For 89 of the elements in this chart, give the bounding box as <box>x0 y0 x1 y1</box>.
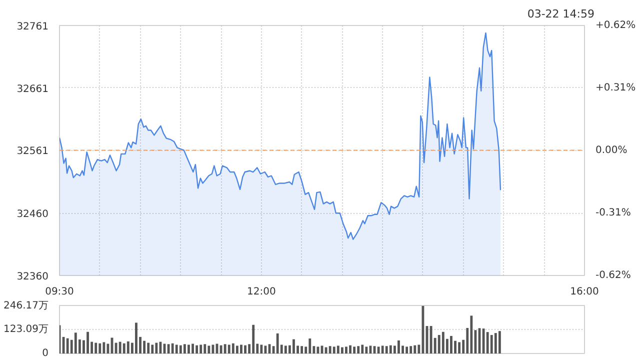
bar <box>276 333 279 354</box>
bar <box>340 347 344 354</box>
y-tick-label: 246.17万 <box>4 300 49 312</box>
bar <box>365 346 368 354</box>
y-tick-label: 32460 <box>16 209 48 220</box>
bar <box>98 343 102 354</box>
bar <box>74 332 77 354</box>
bar <box>450 336 452 354</box>
y-tick-label: 32761 <box>16 22 48 32</box>
bar <box>361 344 364 354</box>
bar <box>143 340 146 354</box>
bar <box>332 346 336 354</box>
bar <box>494 333 497 354</box>
bar <box>398 340 400 354</box>
bar <box>284 346 287 354</box>
bar <box>357 346 360 354</box>
y2-tick-label: 0.00% <box>596 145 628 156</box>
bar <box>192 344 194 354</box>
bar <box>292 339 295 354</box>
bar <box>300 346 304 354</box>
bar <box>135 322 138 354</box>
y-tick-label: 123.09万 <box>4 324 49 335</box>
bar <box>151 344 154 354</box>
bar <box>171 343 174 354</box>
bar <box>418 344 420 354</box>
bar <box>244 345 246 354</box>
bar <box>147 342 150 354</box>
bar <box>62 336 65 354</box>
bar <box>410 346 412 354</box>
bar <box>122 343 126 354</box>
bar <box>252 324 255 354</box>
bar <box>155 342 158 354</box>
bar <box>470 316 473 354</box>
bar <box>486 332 489 354</box>
bar <box>385 346 388 354</box>
bar <box>232 343 234 354</box>
bar <box>260 344 263 354</box>
bar <box>482 328 485 354</box>
bar <box>442 332 444 354</box>
y2-tick-label: +0.62% <box>596 20 636 31</box>
bar <box>430 326 432 354</box>
bar <box>200 344 202 354</box>
bar <box>490 334 493 354</box>
bar <box>406 346 408 354</box>
bar <box>377 346 380 354</box>
bar <box>389 345 392 354</box>
bar <box>240 344 242 354</box>
bar <box>66 338 69 354</box>
bar <box>349 345 352 354</box>
text: 03-22 14:59 <box>527 8 595 20</box>
bar <box>167 344 170 354</box>
bar <box>328 346 332 354</box>
bar <box>228 344 230 354</box>
bar <box>353 346 356 354</box>
bar <box>414 345 416 354</box>
y2-tick-label: +0.31% <box>596 82 636 94</box>
x-tick-label: 09:30 <box>45 286 74 298</box>
bar <box>175 344 178 354</box>
y-tick-label: 32661 <box>16 84 48 95</box>
bar <box>114 342 118 354</box>
bar <box>179 345 182 354</box>
y-tick-label: 0 <box>42 348 49 359</box>
bar <box>102 342 106 354</box>
bar <box>208 346 210 354</box>
bar <box>345 346 348 354</box>
x-tick-label: 16:00 <box>570 286 599 298</box>
bar <box>381 346 384 354</box>
bar <box>196 345 198 354</box>
bar <box>336 346 340 354</box>
bar <box>94 342 98 354</box>
y2-tick-label: -0.62% <box>596 270 631 281</box>
bar <box>438 334 440 354</box>
bar <box>118 342 122 354</box>
bar <box>458 342 461 354</box>
x-tick-label: 12:00 <box>247 286 276 298</box>
bar <box>324 347 328 354</box>
bar <box>308 338 312 354</box>
bar <box>188 344 190 354</box>
bar <box>498 331 501 354</box>
bar <box>126 341 130 354</box>
bar <box>224 344 226 354</box>
bar <box>220 345 222 354</box>
bar <box>183 344 186 354</box>
bar <box>86 332 89 354</box>
y-tick-label: 32360 <box>16 272 48 282</box>
bar <box>204 344 206 354</box>
y2-tick-label: -0.31% <box>596 208 631 218</box>
bar <box>236 346 238 354</box>
y-tick-label: 32561 <box>16 146 48 158</box>
